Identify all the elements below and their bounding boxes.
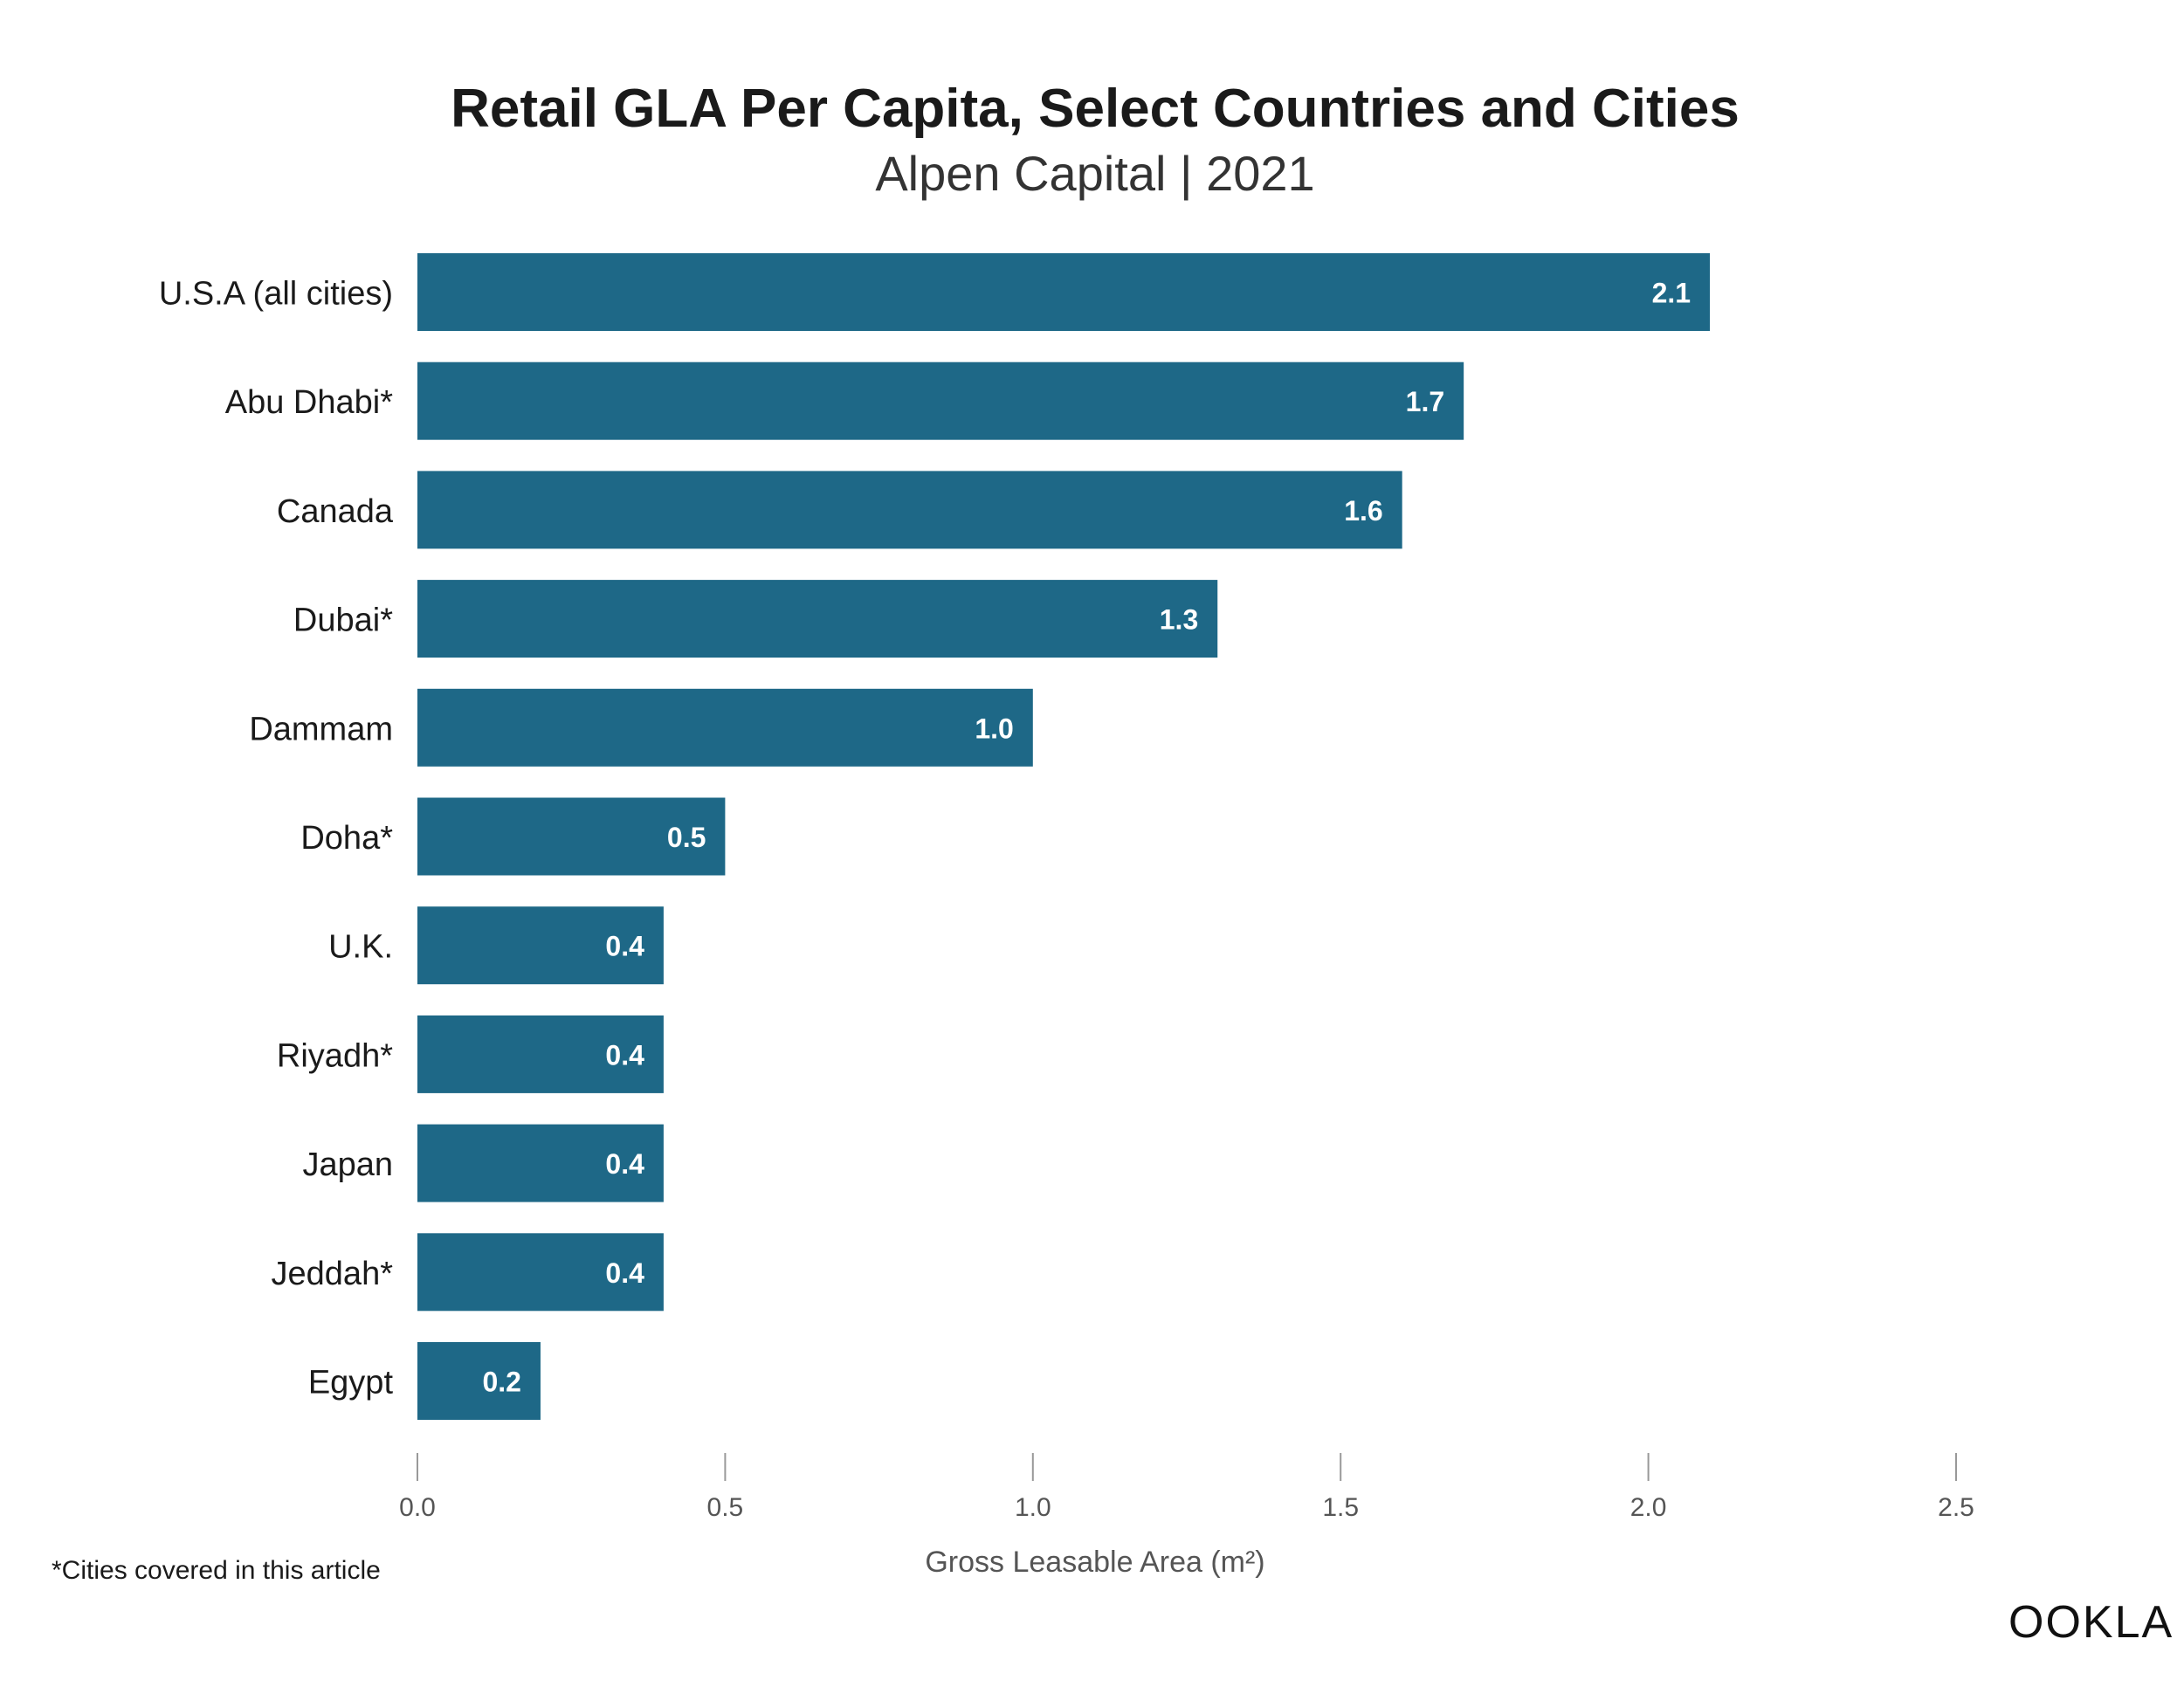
x-tick-label: 2.5 <box>1938 1493 1974 1522</box>
chart-title: Retail GLA Per Capita, Select Countries … <box>451 79 1740 139</box>
bar-group: Doha* 0.5 <box>300 797 726 876</box>
value-label: 0.4 <box>605 1257 644 1289</box>
bar-group: Dubai* 1.3 <box>293 580 1218 658</box>
value-label: 1.3 <box>1160 604 1198 636</box>
value-label: 0.2 <box>482 1367 520 1398</box>
x-axis-label: Gross Leasable Area (m²) <box>925 1546 1264 1579</box>
footnote: *Cities covered in this article <box>52 1556 381 1585</box>
category-label: Jeddah* <box>272 1256 394 1292</box>
bar-group: U.K. 0.4 <box>328 906 664 985</box>
bar <box>417 362 1464 440</box>
category-label: Dubai* <box>293 603 393 639</box>
category-label: Egypt <box>308 1365 394 1401</box>
value-label: 0.4 <box>605 1148 644 1180</box>
bar-group: Canada 1.6 <box>277 471 1402 549</box>
bar <box>417 688 1033 767</box>
bar <box>417 1124 664 1202</box>
category-label: Riyadh* <box>277 1037 393 1074</box>
bar <box>417 1015 664 1093</box>
bar-group: Abu Dhabi* 1.7 <box>225 362 1464 440</box>
svg-text:OOKLA: OOKLA <box>2008 1597 2174 1648</box>
bar <box>417 471 1402 549</box>
bar-group: Egypt 0.2 <box>308 1342 541 1420</box>
bar-group: Jeddah* 0.4 <box>272 1233 664 1312</box>
value-label: 1.7 <box>1406 386 1444 417</box>
category-label: Japan <box>302 1147 393 1183</box>
x-tick-label: 0.5 <box>707 1493 744 1522</box>
value-label: 0.4 <box>605 1039 644 1071</box>
bar-group: Japan 0.4 <box>302 1124 664 1202</box>
category-label: Dammam <box>249 711 393 747</box>
x-tick-label: 1.0 <box>1015 1493 1051 1522</box>
bar-group: U.S.A (all cities) 2.1 <box>159 253 1711 331</box>
bar <box>417 797 726 876</box>
chart-subtitle: Alpen Capital | 2021 <box>875 146 1314 201</box>
value-label: 2.1 <box>1652 278 1691 309</box>
category-label: Doha* <box>300 820 393 857</box>
bar-group: Dammam 1.0 <box>249 688 1033 767</box>
value-label: 1.6 <box>1344 495 1382 527</box>
category-label: Canada <box>277 493 394 530</box>
x-tick-label: 1.5 <box>1322 1493 1359 1522</box>
bar <box>417 1342 541 1420</box>
x-tick-label: 2.0 <box>1630 1493 1667 1522</box>
category-label: U.S.A (all cities) <box>159 276 393 313</box>
value-label: 0.4 <box>605 931 644 962</box>
bar-group: Riyadh* 0.4 <box>277 1015 664 1093</box>
category-label: Abu Dhabi* <box>225 384 393 421</box>
bar <box>417 1233 664 1312</box>
category-label: U.K. <box>328 929 393 966</box>
bar <box>417 906 664 985</box>
bar <box>417 580 1218 658</box>
bar <box>417 253 1711 331</box>
ookla-logo: OOKLA <box>2008 1597 2174 1648</box>
x-tick-label: 0.0 <box>399 1493 436 1522</box>
value-label: 0.5 <box>667 822 706 853</box>
value-label: 1.0 <box>975 713 1013 744</box>
